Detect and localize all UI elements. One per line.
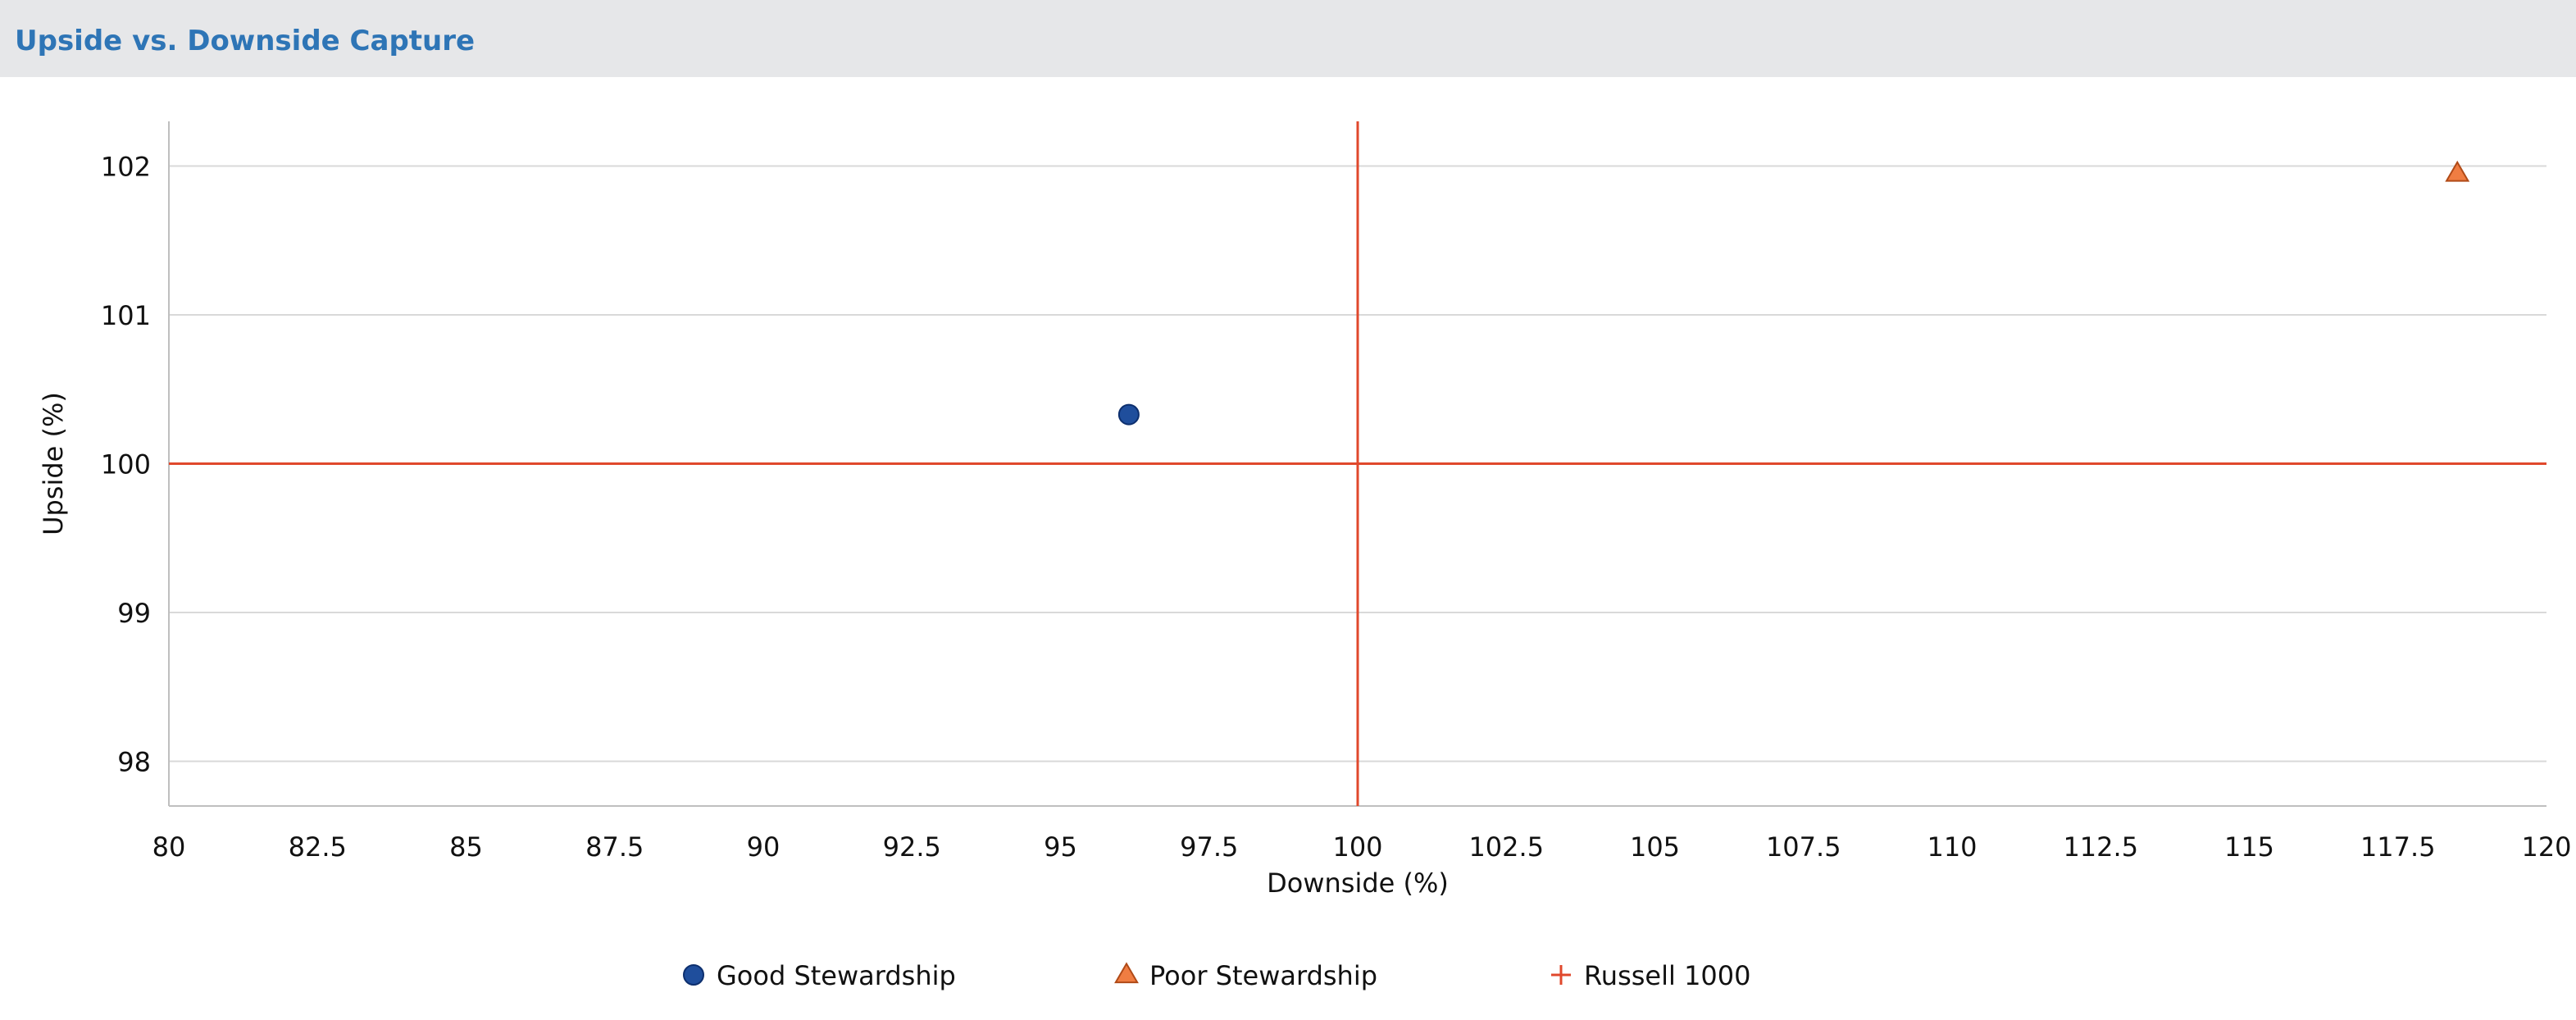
- legend-marker-poor-stewardship: [1114, 962, 1139, 984]
- x-axis-label: Downside (%): [1267, 867, 1449, 899]
- x-tick-label: 80: [152, 831, 186, 863]
- legend-label: Poor Stewardship: [1149, 960, 1377, 991]
- legend-item-russell-1000: Russell 1000: [1551, 960, 1751, 991]
- y-axis-label: Upside (%): [38, 392, 69, 535]
- x-tick-label: 120: [2521, 831, 2571, 863]
- x-tick-label: 90: [747, 831, 781, 863]
- y-tick-label: 100: [101, 449, 151, 480]
- y-tick-label: 98: [117, 747, 151, 778]
- legend-label: Good Stewardship: [717, 960, 956, 991]
- benchmark-lines: [169, 121, 2546, 806]
- legend-label: Russell 1000: [1584, 960, 1751, 991]
- x-tick-label: 85: [449, 831, 483, 863]
- x-tick-label: 115: [2224, 831, 2274, 863]
- legend: Good Stewardship Poor Stewardship Russell …: [683, 960, 1751, 991]
- x-tick-label: 100: [1332, 831, 1382, 863]
- good-stewardship-point: [1117, 403, 1140, 426]
- x-tick-label: 117.5: [2360, 831, 2436, 863]
- y-tick-label: 101: [101, 300, 151, 331]
- x-tick-label: 97.5: [1180, 831, 1238, 863]
- x-tick-label: 102.5: [1468, 831, 1544, 863]
- scatter-chart: 80 82.5 85 87.5 90 92.5 95 97.5 100 102.5 105 107.5…: [38, 121, 2572, 991]
- x-tick-label: 105: [1630, 831, 1680, 863]
- x-tick-label: 87.5: [585, 831, 644, 863]
- x-tick-label: 112.5: [2063, 831, 2138, 863]
- data-points: [1117, 160, 2470, 426]
- x-tick-label: 92.5: [883, 831, 941, 863]
- chart-header: Upside vs. Downside Capture: [0, 0, 2576, 77]
- x-tick-label: 95: [1044, 831, 1077, 863]
- legend-marker-russell-1000: [1551, 965, 1571, 985]
- y-tick-labels: 98 99 100 101 102: [101, 151, 151, 777]
- chart-title: Upside vs. Downside Capture: [15, 25, 476, 57]
- y-tick-label: 102: [101, 151, 151, 182]
- y-tick-label: 99: [117, 598, 151, 629]
- poor-stewardship-point: [2445, 160, 2470, 182]
- x-tick-label: 82.5: [289, 831, 347, 863]
- x-tick-label: 110: [1927, 831, 1977, 863]
- legend-item-good-stewardship: Good Stewardship: [683, 960, 956, 991]
- x-tick-label: 107.5: [1766, 831, 1841, 863]
- x-tick-labels: 80 82.5 85 87.5 90 92.5 95 97.5 100 102.5 105 107.5…: [152, 831, 2572, 863]
- legend-item-poor-stewardship: Poor Stewardship: [1114, 960, 1377, 991]
- legend-marker-good-stewardship: [683, 964, 704, 986]
